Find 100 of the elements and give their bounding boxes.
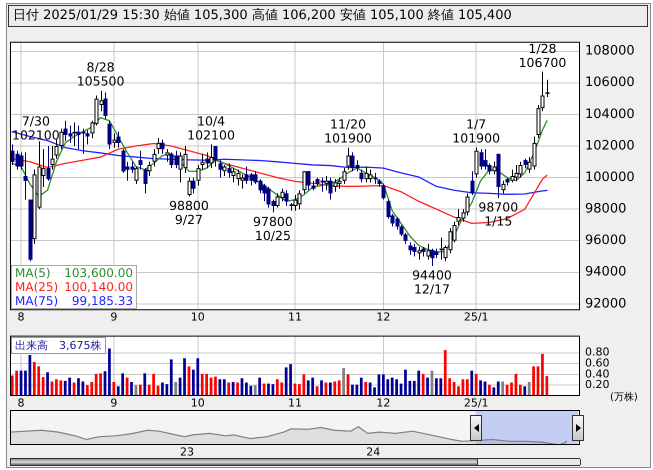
y-tick-label: 100000: [585, 170, 635, 185]
y-tick-label: 108000: [585, 44, 635, 59]
bar: [316, 386, 318, 396]
candlestick: [474, 147, 478, 178]
y-tick-label: 0.40: [585, 367, 610, 380]
candlestick: [134, 166, 138, 184]
y-axis-title: (万株): [610, 390, 638, 404]
annotation: 10/4 102100: [187, 113, 235, 142]
y-tick-label: 104000: [585, 106, 635, 122]
text: MA(5): [15, 266, 51, 280]
annotation: 1/28 106700: [518, 40, 566, 70]
annotation: 97800 10/25: [253, 214, 293, 243]
x-tick-label: 11: [288, 396, 302, 410]
bar: [161, 382, 164, 396]
candlestick: [294, 194, 298, 212]
candlestick: [156, 138, 160, 154]
candlestick: [218, 160, 222, 178]
chart-title: 日付 2025/01/29 15:30 始値 105,300 高値 106,200 安値 105,100 終値 105,400: [8, 5, 648, 27]
candlestick: [240, 174, 244, 190]
bar: [262, 384, 266, 396]
bar: [430, 370, 434, 396]
bar: [342, 368, 345, 396]
x-tick-label: 11: [288, 310, 302, 324]
x-tick-label: 24: [366, 445, 380, 458]
candlestick: [50, 146, 54, 170]
bar: [126, 378, 128, 396]
y-tick-label: 0.80: [585, 346, 610, 359]
bar: [320, 380, 323, 396]
candlestick: [166, 148, 170, 162]
candlestick: [324, 176, 328, 191]
bar: [99, 373, 102, 396]
bar: [426, 378, 429, 396]
annotation: 94400 12/17: [412, 267, 452, 296]
x-tick-label: 8: [18, 396, 25, 410]
annotation: 98800 9/27: [169, 198, 209, 228]
annotation: 99,185.33: [72, 294, 133, 308]
y-tick-label: 0.20: [585, 378, 610, 392]
candlestick: [346, 147, 350, 170]
annotation: 1/7 101900: [452, 116, 500, 146]
candlestick: [24, 152, 28, 200]
x-tick-label: 23: [180, 445, 194, 458]
y-tick-label: 0.60: [585, 356, 610, 370]
text: MA(75): [15, 294, 58, 308]
candlestick: [210, 144, 214, 169]
bar: [218, 379, 222, 396]
candlestick: [334, 178, 338, 192]
candlestick: [342, 168, 346, 184]
candlestick: [148, 161, 152, 176]
x-tick-label: 12: [376, 310, 390, 324]
x-tick-label: 9: [110, 396, 118, 410]
candlestick: [72, 122, 76, 147]
candlestick: [418, 246, 422, 260]
candlestick: [112, 132, 116, 148]
text: MA(25): [15, 280, 58, 294]
bar: [134, 385, 138, 396]
chart-title: 出来高 3,675株: [11, 336, 106, 354]
candlestick: [492, 161, 496, 175]
candlestick: [546, 79, 550, 98]
candlestick: [440, 237, 444, 260]
x-tick-label: 25/1: [464, 310, 489, 324]
x-tick-label: 10: [190, 310, 205, 324]
candlestick: [502, 180, 506, 194]
bar: [351, 384, 354, 396]
bar: [444, 350, 447, 396]
candlestick: [152, 148, 156, 168]
candlestick: [364, 166, 368, 183]
candlestick: [46, 146, 50, 182]
y-tick-label: 92000: [585, 296, 626, 312]
annotation: 11/20 101900: [324, 116, 372, 146]
bar: [289, 364, 292, 396]
x-tick-label: 8: [18, 310, 25, 324]
bar: [435, 378, 438, 396]
y-tick-label: 96000: [585, 233, 626, 248]
annotation: 100,140.00: [64, 280, 133, 294]
candlestick: [228, 162, 232, 178]
candlestick: [338, 177, 342, 190]
candlestick: [514, 164, 518, 182]
annotation: 103,600.00: [64, 266, 133, 280]
candlestick: [484, 148, 488, 170]
bar: [488, 384, 491, 396]
x-tick-label: 12: [376, 396, 390, 410]
bar: [324, 382, 328, 396]
bar: [46, 372, 49, 396]
x-tick-label: 25/1: [464, 396, 489, 410]
candlestick: [422, 246, 426, 258]
y-tick-label: 94000: [585, 264, 626, 280]
candlestick: [298, 190, 302, 210]
bar: [72, 382, 76, 396]
candlestick: [426, 243, 430, 260]
y-tick-label: 98000: [585, 202, 626, 217]
bar: [346, 374, 350, 396]
y-tick-label: 106000: [585, 75, 635, 90]
x-tick-label: 10: [190, 396, 205, 410]
x-tick-label: 9: [110, 310, 118, 324]
candlestick: [188, 177, 192, 198]
candlestick: [138, 150, 142, 170]
candlestick: [510, 169, 514, 183]
annotation: 8/28 105500: [76, 60, 124, 89]
candlestick: [518, 161, 522, 178]
bar: [130, 382, 133, 396]
